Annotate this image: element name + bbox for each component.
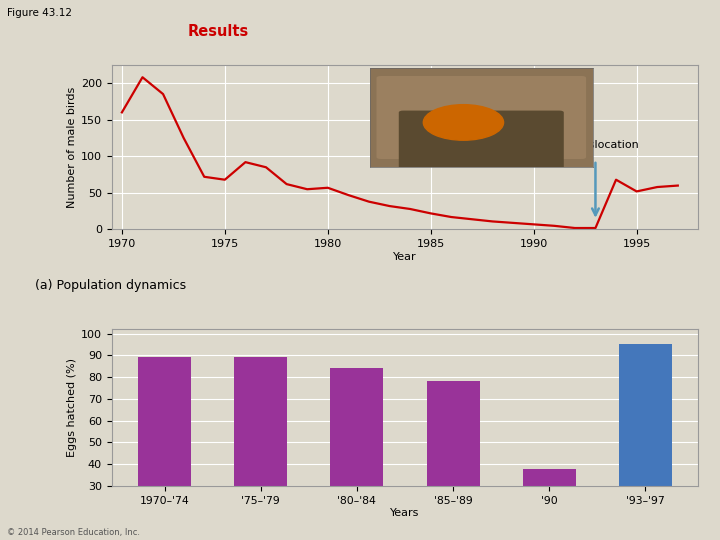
Bar bbox=[523, 469, 576, 540]
X-axis label: Year: Year bbox=[393, 252, 417, 262]
Bar bbox=[330, 368, 383, 540]
Text: Results: Results bbox=[187, 24, 248, 39]
Text: (a) Population dynamics: (a) Population dynamics bbox=[35, 279, 186, 292]
Bar bbox=[427, 381, 480, 540]
Bar bbox=[138, 357, 191, 540]
Text: Figure 43.12: Figure 43.12 bbox=[7, 8, 72, 18]
Bar bbox=[234, 357, 287, 540]
Y-axis label: Number of male birds: Number of male birds bbox=[66, 86, 76, 208]
X-axis label: Years: Years bbox=[390, 509, 420, 518]
Y-axis label: Eggs hatched (%): Eggs hatched (%) bbox=[67, 358, 77, 457]
Bar bbox=[619, 345, 672, 540]
Text: © 2014 Pearson Education, Inc.: © 2014 Pearson Education, Inc. bbox=[7, 528, 140, 537]
Text: Translocation: Translocation bbox=[564, 140, 639, 151]
